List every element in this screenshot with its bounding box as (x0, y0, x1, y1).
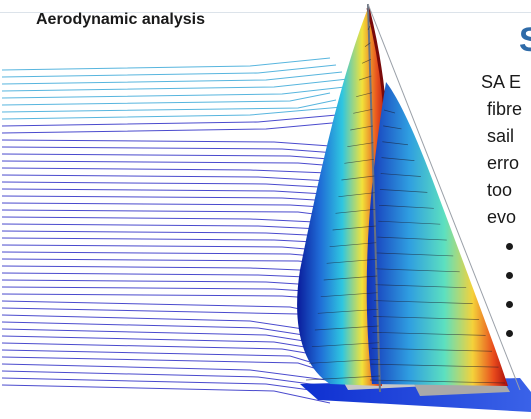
mainsail-batten (308, 358, 380, 364)
jib-batten (376, 252, 454, 257)
bullet-1 (506, 243, 513, 250)
jib-batten (375, 268, 460, 273)
jib-batten (378, 220, 441, 225)
streamline (1, 237, 355, 245)
body-line-4: erro (487, 153, 520, 173)
mainsail (297, 8, 388, 386)
streamline (1, 258, 343, 266)
streamline (1, 160, 349, 168)
jib-batten (382, 141, 408, 146)
mainsail-batten (356, 92, 372, 98)
body-line-5: too (487, 180, 513, 200)
mainsail-batten (311, 342, 380, 348)
streamline (1, 167, 355, 175)
streamline (1, 146, 337, 154)
streamline (1, 113, 349, 127)
streamline (1, 106, 343, 120)
slide-title: S (519, 21, 531, 59)
streamline (1, 71, 343, 85)
mainsail-batten (347, 142, 374, 148)
streamline (1, 265, 349, 273)
streamline (1, 92, 331, 106)
mainsail-batten (361, 59, 372, 64)
jib-batten (369, 379, 506, 384)
streamline (1, 78, 349, 92)
jib-batten (374, 300, 473, 304)
streamline (1, 384, 331, 404)
mainsail-batten (332, 225, 376, 231)
streamline (1, 195, 349, 203)
mainsail-batten (335, 208, 376, 214)
jib-batten (377, 236, 447, 241)
mainsail-batten (305, 375, 381, 381)
streamline (1, 174, 331, 182)
jib-batten (379, 189, 428, 193)
jib-batten (372, 332, 486, 336)
mainsail-batten (323, 275, 378, 281)
mainsail-batten (326, 258, 377, 264)
mainsail-batten (364, 42, 371, 47)
mainsail-batten (317, 308, 379, 314)
mainsail-batten (353, 108, 373, 114)
mainsail-batten (341, 175, 375, 181)
jib-batten (373, 316, 480, 320)
streamline (1, 139, 331, 147)
streamline (1, 188, 343, 196)
jib-batten (381, 157, 415, 161)
bullet-2 (506, 272, 513, 279)
mainsail-batten (359, 75, 372, 81)
streamline (1, 223, 343, 231)
streamline (1, 57, 331, 71)
streamline (1, 85, 355, 99)
jib-batten (383, 125, 402, 130)
streamline (1, 286, 337, 294)
streamline (1, 99, 337, 113)
jib-batten (370, 363, 499, 368)
streamline (1, 377, 355, 397)
streamline (1, 120, 355, 134)
streamline (1, 251, 337, 259)
streamline (1, 64, 337, 78)
mainsail-batten (320, 292, 378, 298)
section-label: Aerodynamic analysis (36, 11, 205, 28)
streamline (1, 244, 331, 252)
mainsail-batten (344, 158, 374, 164)
bullet-4 (506, 330, 513, 337)
jib-batten (379, 204, 434, 209)
mainsail-batten (329, 242, 377, 248)
streamlines (1, 57, 355, 404)
forestay (367, 3, 521, 391)
jib-batten (374, 284, 467, 289)
body-line-3: sail (487, 126, 515, 146)
jib-batten (371, 347, 493, 352)
mast (367, 3, 381, 393)
mainsail-batten (314, 325, 379, 331)
jib-sail (366, 82, 508, 386)
body-line-1: SA E (481, 72, 522, 92)
sail-mesh (305, 25, 506, 384)
streamline (1, 209, 331, 217)
streamline (1, 279, 331, 287)
streamline (1, 202, 355, 210)
mainsail-batten (367, 25, 371, 31)
body-line-2: fibre (487, 99, 523, 119)
streamline (1, 153, 343, 161)
streamline (1, 363, 343, 383)
mainsail-batten (338, 192, 375, 198)
body-line-6: evo (487, 207, 517, 227)
streamline (1, 216, 337, 224)
streamline (1, 230, 349, 238)
header-rule (0, 0, 531, 13)
bullet-3 (506, 301, 513, 308)
streamline (1, 293, 343, 301)
jib-batten (383, 109, 396, 114)
streamline (1, 181, 337, 189)
jib-batten (380, 173, 421, 177)
mainsail-batten (350, 125, 373, 131)
